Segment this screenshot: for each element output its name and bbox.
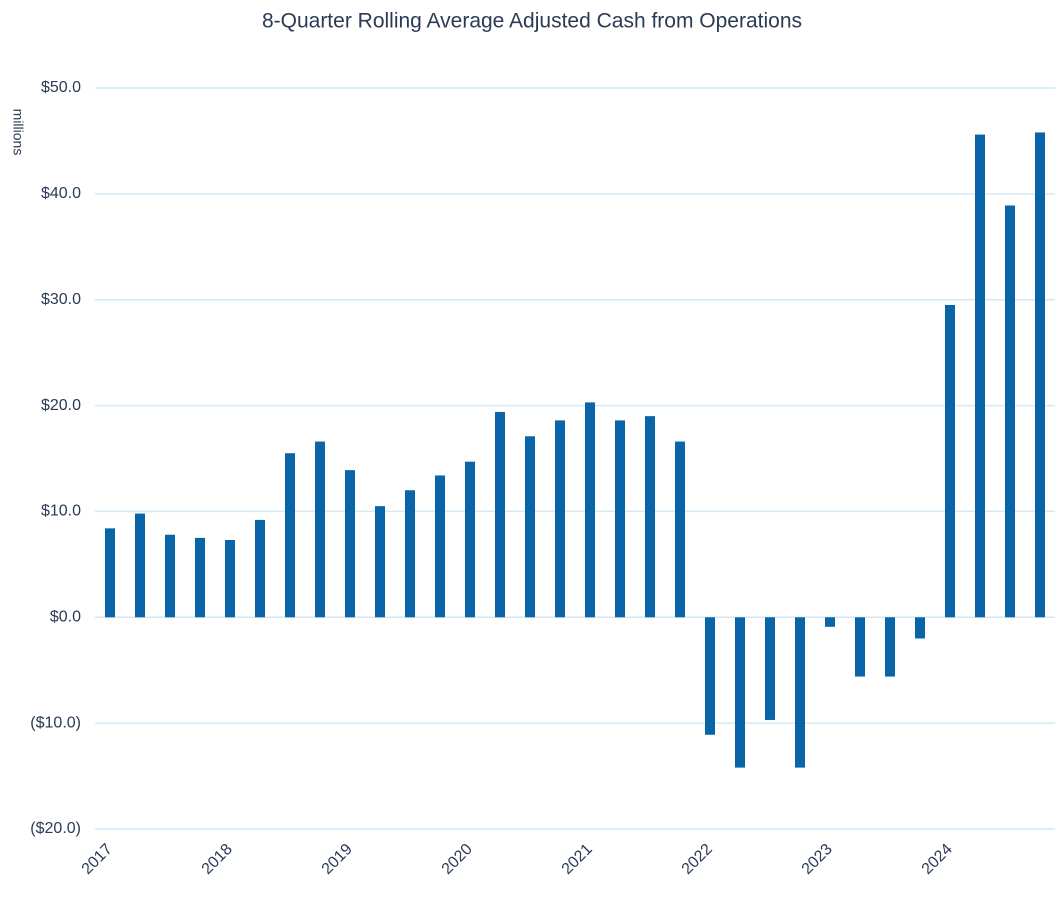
bar <box>1005 205 1015 618</box>
bar <box>1035 132 1045 618</box>
bar <box>225 540 235 618</box>
bar <box>405 490 415 618</box>
bar <box>615 420 625 618</box>
bar <box>585 402 595 618</box>
bar <box>195 537 205 618</box>
bar <box>795 617 805 768</box>
bar <box>135 513 145 618</box>
bar <box>975 134 985 618</box>
bar <box>285 453 295 618</box>
x-tick-label: 2022 <box>679 841 716 878</box>
bar <box>495 411 505 618</box>
y-tick-label: ($20.0) <box>30 820 81 837</box>
x-tick-label: 2017 <box>79 841 116 878</box>
y-tick-label: ($10.0) <box>30 714 81 731</box>
bar <box>435 475 445 618</box>
x-tick-label: 2021 <box>559 841 596 878</box>
bar <box>705 617 715 735</box>
y-tick-label: $0.0 <box>50 609 81 626</box>
bar <box>735 617 745 768</box>
x-tick-label: 2024 <box>919 841 956 878</box>
bar <box>855 617 865 677</box>
bar <box>825 617 835 627</box>
bar <box>465 461 475 618</box>
x-tick-label: 2019 <box>319 841 356 878</box>
bar <box>765 617 775 720</box>
bar <box>885 617 895 677</box>
chart-title: 8-Quarter Rolling Average Adjusted Cash … <box>262 10 802 33</box>
bar <box>105 528 115 618</box>
bar <box>945 305 955 618</box>
y-tick-label: $20.0 <box>41 397 81 414</box>
y-tick-label: $40.0 <box>41 185 81 202</box>
bar <box>255 519 265 618</box>
bar <box>525 436 535 618</box>
bar <box>555 420 565 618</box>
y-tick-label: $50.0 <box>41 79 81 96</box>
x-tick-label: 2023 <box>799 841 836 878</box>
bar <box>165 534 175 618</box>
bar <box>375 506 385 618</box>
bar <box>675 441 685 618</box>
bar <box>915 617 925 639</box>
y-tick-label: $30.0 <box>41 291 81 308</box>
y-tick-label: $10.0 <box>41 503 81 520</box>
y-axis-label: millions <box>10 109 26 156</box>
x-tick-label: 2020 <box>439 841 476 878</box>
bar <box>645 416 655 618</box>
x-tick-label: 2018 <box>199 841 236 878</box>
bar <box>315 441 325 618</box>
bar <box>345 470 355 618</box>
